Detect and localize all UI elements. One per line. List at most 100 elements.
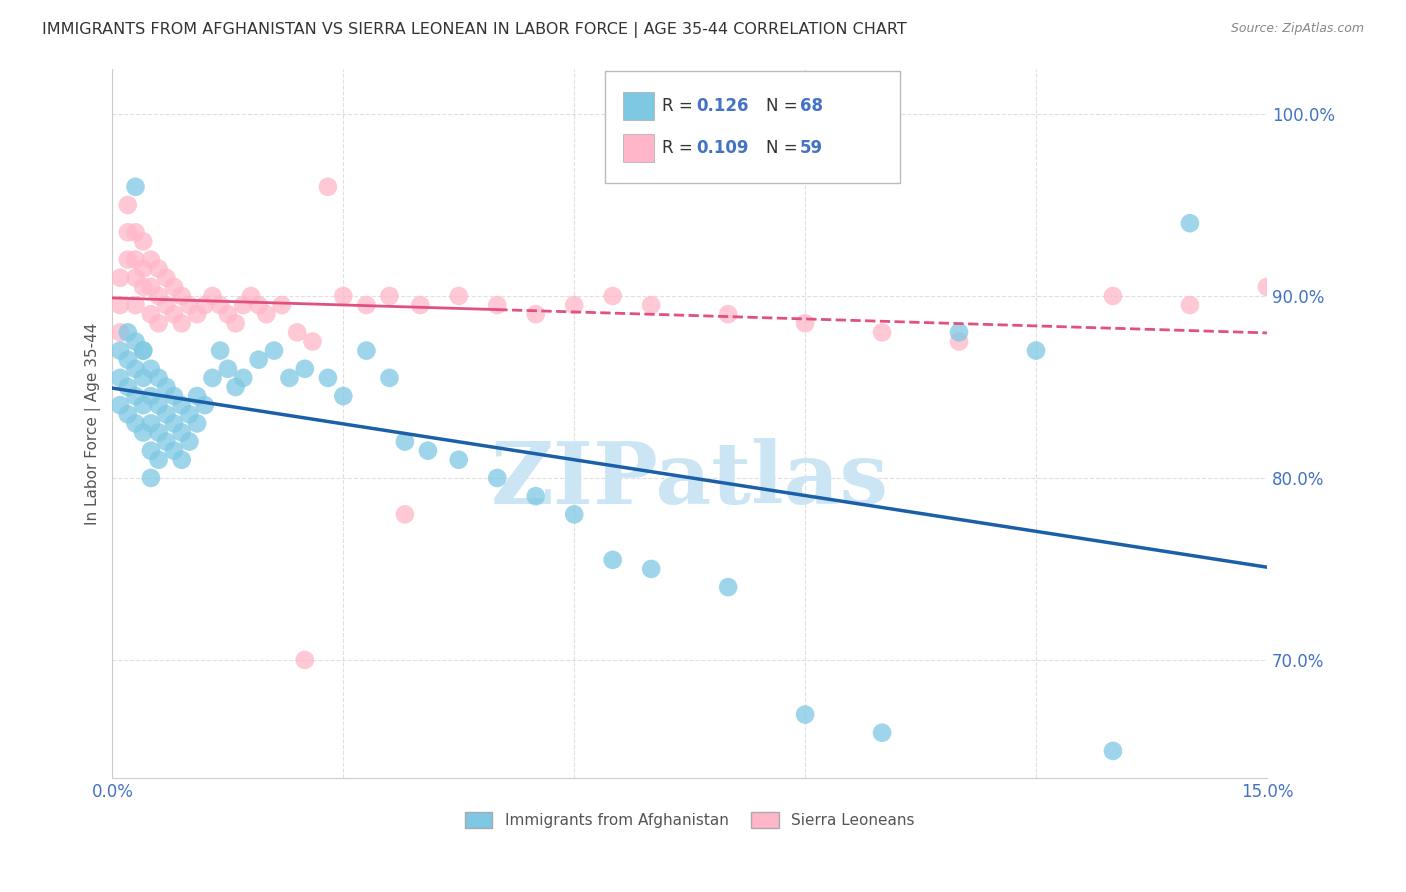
Point: [108, 298, 131, 312]
Point: [254, 307, 277, 321]
Point: [163, 280, 186, 294]
Point: [186, 417, 208, 431]
Point: [332, 389, 354, 403]
Point: [155, 380, 177, 394]
Point: [155, 407, 177, 421]
Text: R =: R =: [662, 139, 699, 157]
Point: [170, 398, 193, 412]
Point: [132, 343, 155, 358]
Point: [194, 398, 217, 412]
Point: [602, 553, 624, 567]
Point: [232, 298, 254, 312]
Point: [217, 307, 239, 321]
Text: R =: R =: [662, 97, 699, 115]
Text: N =: N =: [766, 139, 803, 157]
Point: [117, 380, 139, 394]
Point: [132, 398, 155, 412]
Point: [486, 471, 509, 485]
Point: [1025, 343, 1047, 358]
Point: [148, 289, 170, 303]
Point: [717, 307, 740, 321]
Point: [356, 343, 378, 358]
Point: [247, 352, 270, 367]
Point: [163, 417, 186, 431]
Point: [179, 434, 201, 449]
Point: [486, 298, 509, 312]
Point: [163, 443, 186, 458]
Point: [209, 343, 232, 358]
Point: [139, 417, 162, 431]
Point: [108, 398, 131, 412]
Point: [209, 298, 232, 312]
Point: [124, 225, 146, 239]
Point: [117, 198, 139, 212]
Point: [170, 289, 193, 303]
Point: [640, 562, 662, 576]
Point: [124, 334, 146, 349]
Point: [640, 298, 662, 312]
Point: [132, 343, 155, 358]
Point: [139, 252, 162, 267]
Point: [870, 725, 893, 739]
Legend: Immigrants from Afghanistan, Sierra Leoneans: Immigrants from Afghanistan, Sierra Leon…: [458, 806, 921, 834]
Point: [270, 298, 292, 312]
Point: [717, 580, 740, 594]
Point: [148, 316, 170, 330]
Point: [378, 289, 401, 303]
Text: 59: 59: [800, 139, 823, 157]
Point: [132, 280, 155, 294]
Point: [117, 225, 139, 239]
Point: [132, 425, 155, 440]
Point: [117, 407, 139, 421]
Text: ZIPatlas: ZIPatlas: [491, 438, 889, 522]
Point: [524, 307, 547, 321]
Text: 0.126: 0.126: [696, 97, 748, 115]
Point: [148, 425, 170, 440]
Point: [356, 298, 378, 312]
Point: [124, 252, 146, 267]
Point: [108, 326, 131, 340]
Point: [602, 289, 624, 303]
Point: [1178, 216, 1201, 230]
Point: [139, 361, 162, 376]
Point: [948, 334, 970, 349]
Point: [148, 452, 170, 467]
Point: [108, 343, 131, 358]
Point: [170, 316, 193, 330]
Point: [132, 261, 155, 276]
Point: [794, 707, 817, 722]
Point: [117, 252, 139, 267]
Point: [139, 389, 162, 403]
Point: [124, 270, 146, 285]
Point: [562, 298, 585, 312]
Point: [447, 452, 470, 467]
Point: [124, 298, 146, 312]
Point: [562, 508, 585, 522]
Point: [155, 270, 177, 285]
Point: [447, 289, 470, 303]
Point: [139, 280, 162, 294]
Point: [148, 398, 170, 412]
Point: [524, 489, 547, 503]
Text: 0.109: 0.109: [696, 139, 748, 157]
Text: 68: 68: [800, 97, 823, 115]
Point: [124, 417, 146, 431]
Point: [170, 425, 193, 440]
Point: [201, 289, 224, 303]
Point: [163, 307, 186, 321]
Point: [1102, 744, 1125, 758]
Point: [294, 361, 316, 376]
Point: [225, 316, 247, 330]
Point: [155, 434, 177, 449]
Point: [163, 389, 186, 403]
Point: [217, 361, 239, 376]
Point: [186, 307, 208, 321]
Point: [108, 270, 131, 285]
Point: [247, 298, 270, 312]
Point: [148, 371, 170, 385]
Point: [155, 298, 177, 312]
Point: [263, 343, 285, 358]
Text: N =: N =: [766, 97, 803, 115]
Point: [239, 289, 262, 303]
Point: [124, 389, 146, 403]
